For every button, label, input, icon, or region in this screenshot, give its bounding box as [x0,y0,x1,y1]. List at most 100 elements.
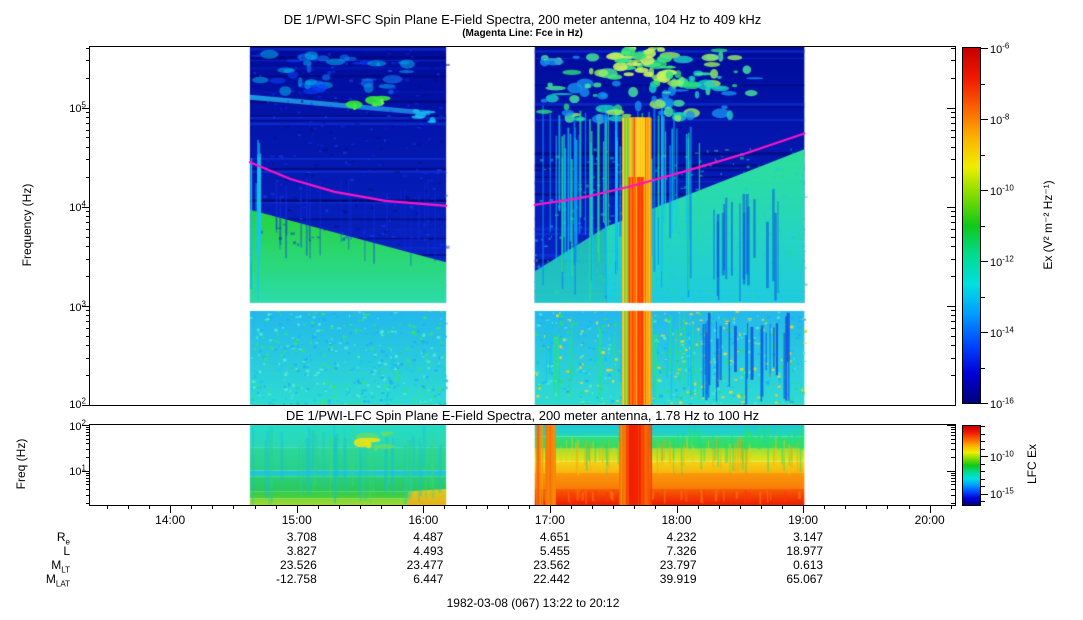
y-axis-tick [951,216,955,218]
colorbar-tick-label: 10-14 [990,325,1014,340]
y-axis-tick [86,475,90,477]
lfc-colorbar-label: LFC Ex [1025,444,1039,485]
x-axis-tick [507,505,509,509]
colorbar-tick [981,501,985,503]
x-axis-tick [571,505,573,509]
y-axis-tick [86,480,90,482]
colorbar-tick-label: 10-16 [990,396,1014,411]
x-axis-tick [655,505,657,509]
y-axis-tick-label: 102 [69,396,86,411]
x-axis-tick [676,505,678,513]
y-axis-tick [82,470,90,472]
y-axis-tick [86,117,90,119]
y-axis-tick [951,211,955,213]
sfc-spectrogram-canvas [90,47,955,405]
colorbar-tick [981,154,985,156]
y-axis-tick [951,484,955,486]
ephemeris-value: 23.526 [280,558,317,572]
y-axis-tick [951,327,955,329]
y-axis-tick [951,228,955,230]
colorbar-tick-label: 10-15 [990,486,1014,502]
y-axis-tick [86,488,90,490]
colorbar-tick [981,433,985,435]
ephemeris-value: 3.147 [793,530,824,544]
lfc-plot-area [89,424,956,506]
y-axis-tick [951,375,955,377]
ephemeris-value: 23.797 [659,558,697,572]
x-axis-tick [254,505,256,509]
y-axis-tick [86,258,90,260]
x-axis-tick [338,505,340,509]
x-axis-tick [212,505,214,509]
y-axis-tick [951,438,955,440]
y-axis-tick [951,443,955,445]
x-axis-tick [613,505,615,509]
x-axis-tick [149,505,151,509]
colorbar-tick [981,441,985,443]
lfc-colorbar [962,425,981,506]
y-axis-tick [951,448,955,450]
y-axis-tick [951,310,955,312]
ephemeris-value: 4.487 [413,530,444,544]
x-axis-tick [402,505,404,509]
y-axis-tick [951,117,955,119]
y-axis-tick [947,206,955,208]
ephemeris-value: 39.919 [659,572,697,586]
colorbar-tick [981,448,985,450]
y-axis-tick [86,321,90,323]
sfc-title: DE 1/PWI-SFC Spin Plane E-Field Spectra,… [283,12,762,27]
y-axis-tick [86,159,90,161]
x-axis-tick-label: 15:00 [281,513,312,527]
y-axis-tick-label: 104 [69,199,86,215]
ephemeris-row-label: Re [56,530,70,547]
colorbar-tick [981,83,985,85]
x-axis-tick [381,505,383,509]
y-axis-tick [86,60,90,62]
x-axis-tick [929,505,931,513]
x-axis-tick [760,505,762,509]
colorbar-tick [981,119,988,120]
y-axis-tick [951,258,955,260]
y-axis-tick [86,472,90,474]
y-axis-tick [86,77,90,79]
x-axis-tick [592,505,594,509]
ephemeris-row-label: L [63,544,70,558]
y-axis-tick [86,435,90,437]
colorbar-tick [981,332,988,333]
colorbar-tick-label: 10-6 [990,41,1010,56]
x-axis-tick-label: 20:00 [914,513,945,527]
y-axis-tick [86,211,90,213]
x-axis-tick-label: 19:00 [788,513,819,527]
y-axis-tick [951,137,955,139]
colorbar-tick [981,478,985,480]
y-axis-tick [86,375,90,377]
y-axis-tick [86,47,90,49]
x-axis-tick [317,505,319,509]
y-axis-tick [951,502,955,504]
y-axis-tick [951,246,955,248]
colorbar-tick [981,48,988,49]
y-axis-tick [86,129,90,131]
y-axis-tick [951,345,955,347]
y-axis-tick [951,477,955,479]
ephemeris-value: 4.493 [413,544,444,558]
y-axis-tick [86,112,90,114]
x-axis-tick [465,505,467,509]
y-axis-tick [86,310,90,312]
y-axis-tick [86,216,90,218]
y-axis-tick [86,494,90,496]
x-axis-tick [697,505,699,509]
x-axis-tick-label: 18:00 [661,513,692,527]
y-axis-tick [86,484,90,486]
ephemeris-value: 5.455 [539,544,570,558]
y-axis-tick [947,470,955,472]
x-axis-tick-label: 17:00 [534,513,565,527]
sfc-subtitle: (Magenta Line: Fce in Hz) [462,28,583,39]
x-axis-tick [887,505,889,509]
y-axis-tick [82,107,90,109]
y-axis-tick [951,147,955,149]
ephemeris-row-label: MLAT [45,572,70,589]
colorbar-tick [981,296,985,298]
y-axis-tick [951,335,955,337]
